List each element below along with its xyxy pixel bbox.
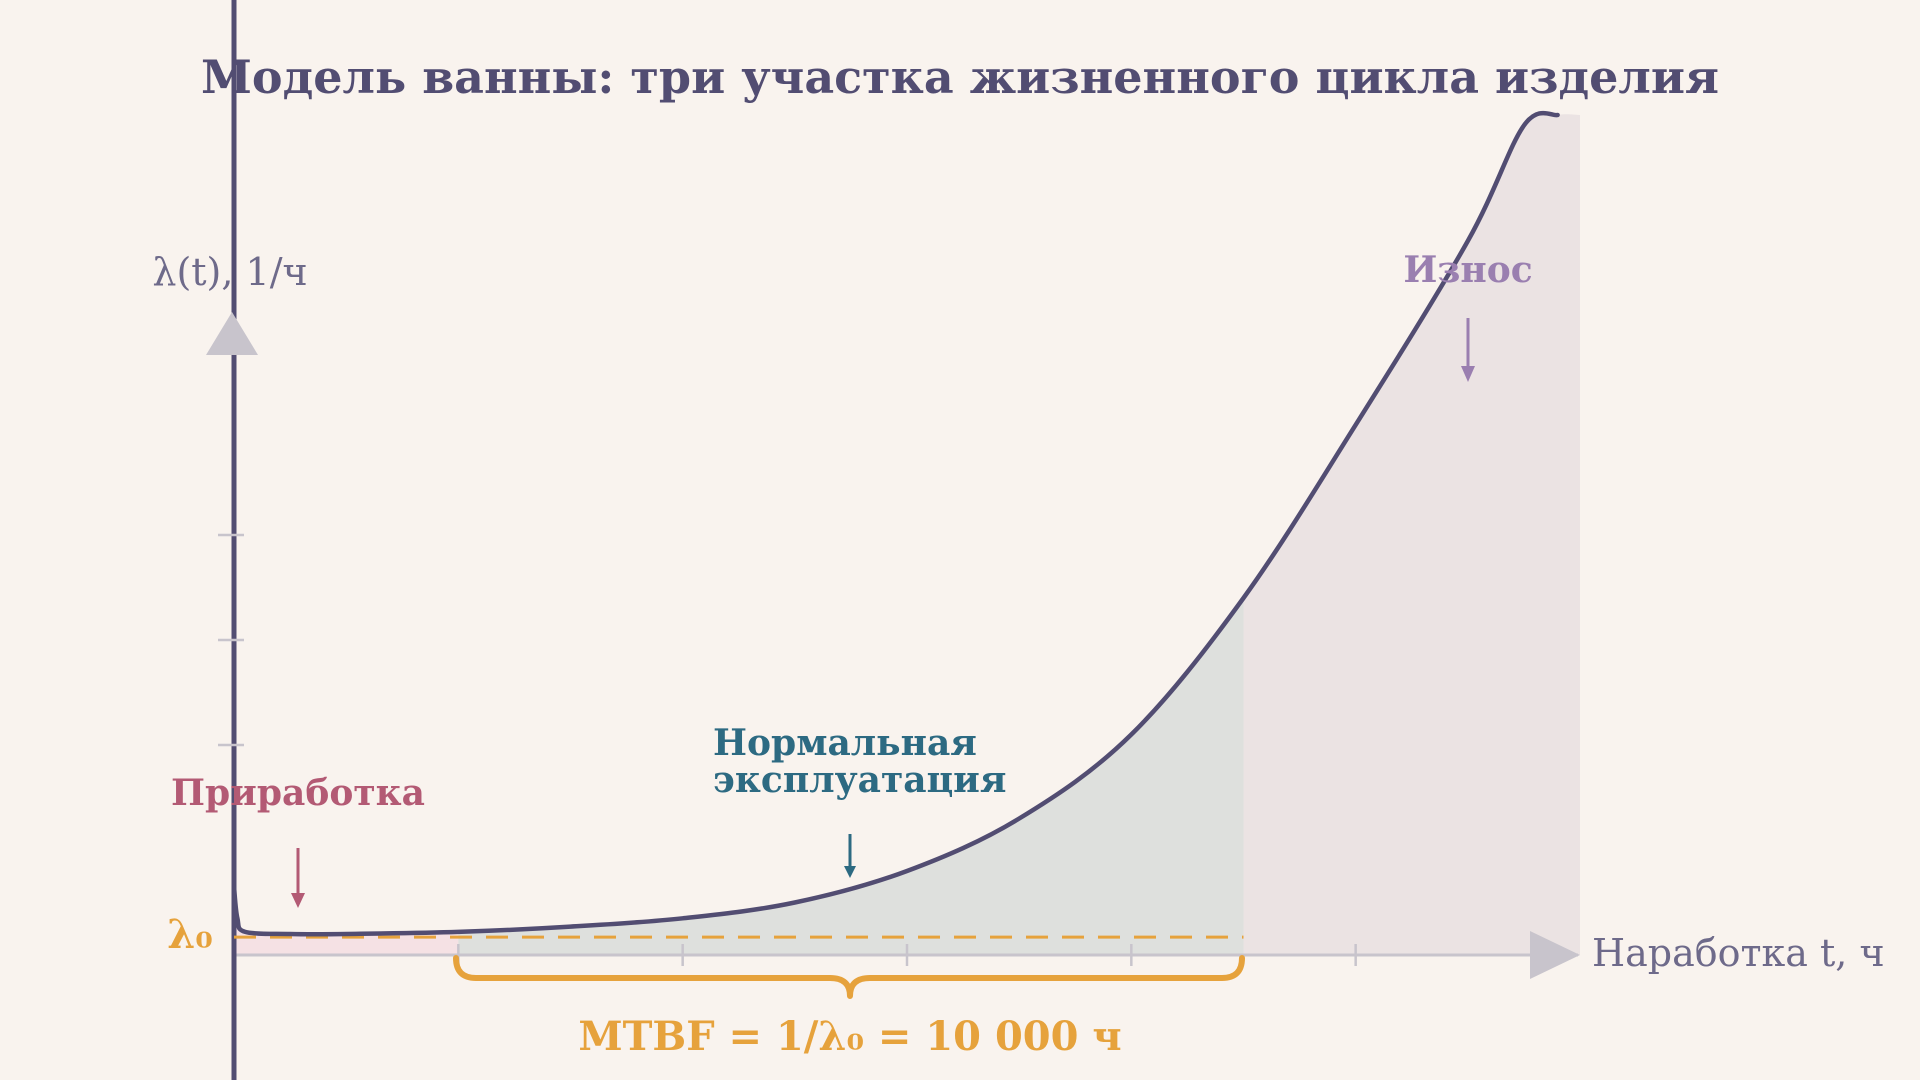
phase-fills (234, 113, 1580, 956)
phase-label-wearout: Износ (1403, 249, 1532, 291)
burnin-arrowhead (291, 893, 305, 908)
phase-label-normal-line1: Нормальная (713, 722, 977, 764)
x-axis-arrowhead (1530, 931, 1580, 979)
hazard-rate-curve (231, 110, 1560, 937)
curve-layer (231, 110, 1560, 939)
mtbf-label: MTBF = 1/λ₀ = 10 000 ч (578, 1013, 1121, 1060)
y-axis-label: λ(t), 1/ч (152, 250, 307, 294)
normal-arrowhead (844, 866, 856, 878)
phase-fill-wearout (1243, 113, 1580, 956)
y-axis-arrowhead (206, 312, 258, 355)
phase-fill-normal (458, 598, 1244, 955)
phase-label-burnin: Приработка (171, 772, 425, 814)
mtbf-brace (453, 955, 1245, 999)
phase-label-normal-line2: эксплуатация (713, 759, 1006, 801)
phase-fill-burnin (234, 886, 459, 955)
lambda0-label: λ₀ (167, 911, 213, 958)
phase-arrows (291, 318, 1475, 908)
wearout-arrowhead (1461, 366, 1475, 382)
x-axis-label: Наработка t, ч (1592, 931, 1885, 975)
chart-title: Модель ванны: три участка жизненного цик… (201, 50, 1719, 104)
